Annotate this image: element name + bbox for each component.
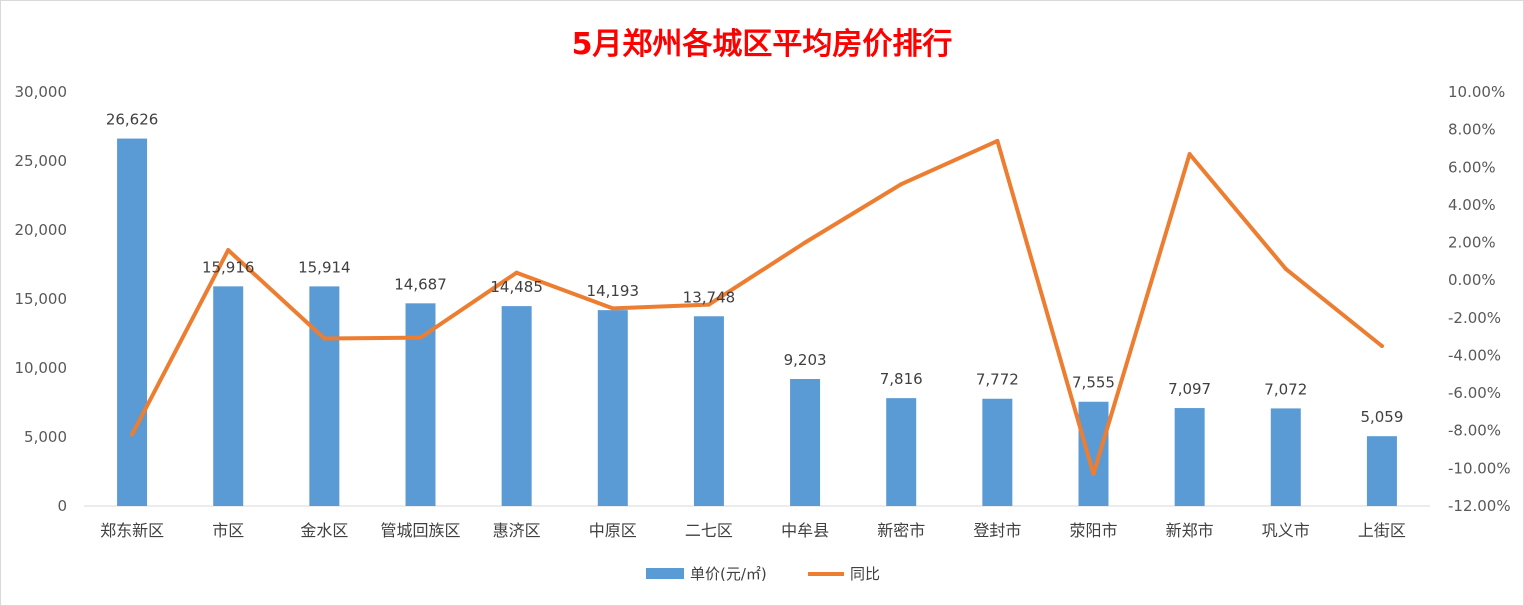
category-label: 金水区 bbox=[300, 521, 348, 540]
bar bbox=[1366, 436, 1397, 506]
line-point bbox=[226, 248, 231, 253]
category-label: 管城回族区 bbox=[380, 521, 460, 540]
bar bbox=[213, 286, 244, 506]
bar-value-label: 7,072 bbox=[1264, 380, 1307, 398]
bar bbox=[1078, 401, 1109, 506]
right-tick-label: -12.00% bbox=[1448, 497, 1511, 515]
bar-value-label: 14,485 bbox=[490, 278, 543, 296]
bar bbox=[309, 286, 340, 506]
right-tick-label: 4.00% bbox=[1448, 196, 1496, 214]
bar-value-label: 7,816 bbox=[880, 370, 923, 388]
category-label: 上街区 bbox=[1358, 521, 1406, 540]
left-tick-label: 10,000 bbox=[15, 359, 68, 377]
right-tick-label: -4.00% bbox=[1448, 346, 1501, 364]
line-series bbox=[130, 138, 1384, 477]
right-tick-label: 10.00% bbox=[1448, 83, 1505, 101]
bar bbox=[117, 138, 148, 506]
chart-title: 5月郑州各城区平均房价排行 bbox=[572, 27, 953, 62]
line-point bbox=[1091, 472, 1096, 477]
legend-line-label: 同比 bbox=[850, 565, 880, 583]
bar bbox=[886, 398, 917, 506]
category-label: 新密市 bbox=[877, 521, 925, 540]
line-point bbox=[514, 270, 519, 275]
category-label: 荥阳市 bbox=[1069, 521, 1117, 540]
bar bbox=[982, 398, 1013, 506]
bar bbox=[1270, 408, 1301, 506]
category-label: 郑东新区 bbox=[100, 521, 164, 540]
line-point bbox=[803, 240, 808, 245]
category-label: 中原区 bbox=[589, 521, 637, 540]
line-point bbox=[418, 335, 423, 340]
right-tick-label: 6.00% bbox=[1448, 158, 1496, 176]
bar bbox=[501, 306, 532, 506]
line-point bbox=[130, 432, 135, 437]
right-tick-label: -8.00% bbox=[1448, 422, 1501, 440]
line-point bbox=[1283, 266, 1288, 271]
line-point bbox=[1379, 344, 1384, 349]
category-label: 中牟县 bbox=[781, 521, 829, 540]
right-tick-label: 2.00% bbox=[1448, 234, 1496, 252]
left-tick-label: 0 bbox=[57, 497, 67, 515]
right-axis: -12.00% -10.00% -8.00% -6.00% -4.00% -2.00% 0.… bbox=[1448, 83, 1511, 515]
bar-value-label: 15,916 bbox=[202, 258, 255, 276]
bar bbox=[693, 316, 724, 506]
legend-bar-label: 单价(元/㎡) bbox=[690, 565, 767, 583]
bar bbox=[790, 378, 821, 506]
bar-value-label: 7,097 bbox=[1168, 380, 1211, 398]
left-tick-label: 25,000 bbox=[15, 152, 68, 170]
category-label: 巩义市 bbox=[1262, 521, 1310, 540]
bar-value-label: 15,914 bbox=[298, 258, 351, 276]
yoy-line bbox=[130, 138, 1384, 476]
bar-value-label: 13,748 bbox=[683, 288, 736, 306]
category-label: 市区 bbox=[212, 521, 244, 540]
bar bbox=[1174, 408, 1205, 506]
bar-value-label: 7,772 bbox=[976, 371, 1019, 389]
bar bbox=[597, 310, 628, 506]
right-tick-label: -10.00% bbox=[1448, 459, 1511, 477]
category-label: 二七区 bbox=[685, 521, 733, 540]
category-label: 新郑市 bbox=[1166, 521, 1214, 540]
bar-value-label: 14,193 bbox=[587, 282, 640, 300]
line-point bbox=[706, 302, 711, 307]
line-point bbox=[1187, 152, 1192, 157]
line-point bbox=[995, 138, 1000, 143]
line-point bbox=[899, 182, 904, 187]
bar-value-label: 26,626 bbox=[106, 111, 159, 129]
left-tick-label: 20,000 bbox=[15, 221, 68, 239]
bar-value-label: 9,203 bbox=[784, 351, 827, 369]
bar-data-labels: 26,626 15,916 15,914 14,687 14,485 14,193 13,7… bbox=[106, 111, 1404, 427]
right-tick-label: -2.00% bbox=[1448, 309, 1501, 327]
line-point bbox=[610, 306, 615, 311]
bar-value-label: 14,687 bbox=[394, 275, 447, 293]
category-labels: 郑东新区 市区 金水区 管城回族区 惠济区 中原区 二七区 中牟县 新密市 登封市 荥阳市 新郑市 巩义… bbox=[100, 521, 1406, 540]
left-axis: 0 5,000 10,000 15,000 20,000 25,000 30,000 bbox=[15, 83, 68, 515]
bar bbox=[405, 303, 436, 506]
right-tick-label: 8.00% bbox=[1448, 121, 1496, 139]
bar-value-label: 5,059 bbox=[1360, 408, 1403, 426]
left-tick-label: 5,000 bbox=[24, 428, 67, 446]
bar-value-label: 7,555 bbox=[1072, 374, 1115, 392]
line-point bbox=[322, 336, 327, 341]
category-label: 登封市 bbox=[973, 521, 1021, 540]
left-tick-label: 30,000 bbox=[15, 83, 68, 101]
legend-bar-swatch bbox=[646, 568, 684, 579]
left-tick-label: 15,000 bbox=[15, 290, 68, 308]
category-label: 惠济区 bbox=[493, 521, 541, 540]
legend: 单价(元/㎡) 同比 bbox=[646, 565, 880, 583]
right-tick-label: -6.00% bbox=[1448, 384, 1501, 402]
right-tick-label: 0.00% bbox=[1448, 271, 1496, 289]
